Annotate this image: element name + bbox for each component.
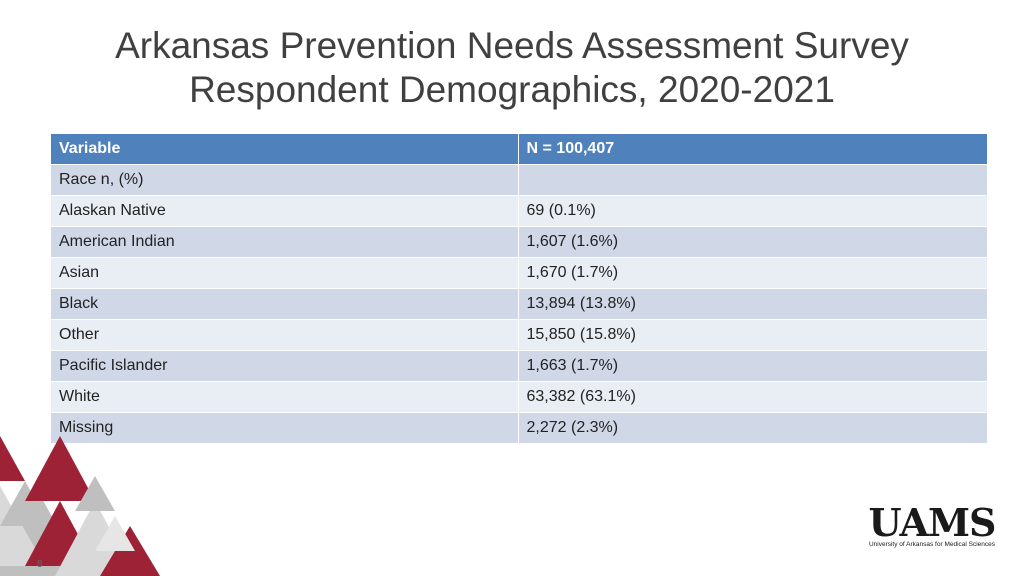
slide-title: Arkansas Prevention Needs Assessment Sur… [0, 24, 1024, 112]
table-row: Asian 1,670 (1.7%) [51, 257, 988, 289]
row-label: Asian [51, 257, 519, 289]
row-value: 13,894 (13.8%) [518, 288, 988, 320]
row-value: 63,382 (63.1%) [518, 381, 988, 413]
deco-triangle [0, 436, 25, 481]
table-header-row: Variable N = 100,407 [51, 134, 988, 165]
deco-triangle [95, 516, 135, 551]
deco-triangle [0, 481, 50, 526]
header-n: N = 100,407 [518, 134, 988, 165]
row-label: White [51, 381, 519, 413]
table-row: Black 13,894 (13.8%) [51, 288, 988, 320]
demographics-table: Variable N = 100,407 Race n, (%) Alaskan… [51, 134, 988, 444]
row-label: Other [51, 319, 519, 351]
row-value: 69 (0.1%) [518, 195, 988, 227]
row-value: 15,850 (15.8%) [518, 319, 988, 351]
table-row: White 63,382 (63.1%) [51, 381, 988, 413]
row-value: 1,607 (1.6%) [518, 226, 988, 258]
section-value [518, 164, 988, 196]
deco-triangle [75, 476, 115, 511]
table-row: Missing 2,272 (2.3%) [51, 412, 988, 444]
deco-triangle [25, 436, 95, 501]
title-line-1: Arkansas Prevention Needs Assessment Sur… [115, 25, 909, 66]
table-row: Other 15,850 (15.8%) [51, 319, 988, 351]
section-label: Race n, (%) [51, 164, 519, 196]
row-label: Black [51, 288, 519, 320]
table-row-race-section: Race n, (%) [51, 164, 988, 196]
table-row: American Indian 1,607 (1.6%) [51, 226, 988, 258]
table-row: Alaskan Native 69 (0.1%) [51, 195, 988, 227]
row-label: Missing [51, 412, 519, 444]
title-line-2: Respondent Demographics, 2020-2021 [189, 69, 835, 110]
table-row: Pacific Islander 1,663 (1.7%) [51, 350, 988, 382]
page-number: 8 [37, 559, 43, 570]
row-label: Alaskan Native [51, 195, 519, 227]
row-label: American Indian [51, 226, 519, 258]
triangle-pattern-decoration [0, 436, 160, 576]
uams-logo: UAMS University of Arkansas for Medical … [868, 500, 997, 549]
logo-subtitle: University of Arkansas for Medical Scien… [868, 541, 996, 548]
row-label: Pacific Islander [51, 350, 519, 382]
row-value: 1,663 (1.7%) [518, 350, 988, 382]
row-value: 2,272 (2.3%) [518, 412, 988, 444]
row-value: 1,670 (1.7%) [518, 257, 988, 289]
header-variable: Variable [51, 134, 519, 165]
logo-wordmark: UAMS [868, 500, 997, 545]
